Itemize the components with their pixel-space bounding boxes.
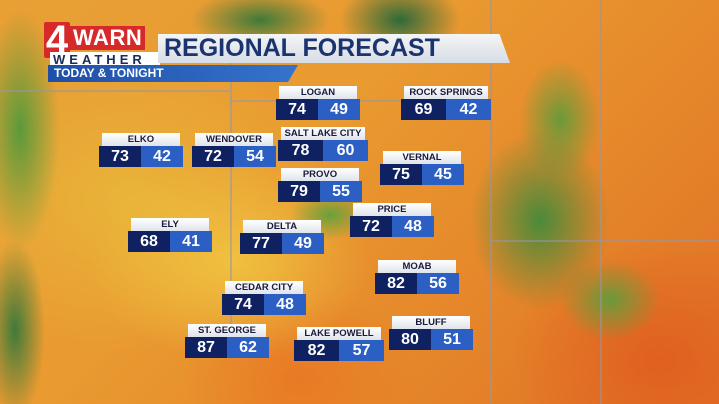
low-temp: 42: [141, 146, 183, 167]
city-name: LOGAN: [279, 86, 357, 99]
state-border: [230, 60, 232, 350]
state-border: [0, 90, 230, 92]
high-temp: 72: [192, 146, 234, 167]
city-forecast-st-george: ST. GEORGE 87 62: [185, 324, 269, 358]
city-forecast-elko: ELKO 73 42: [99, 133, 183, 167]
high-temp: 77: [240, 233, 282, 254]
state-border: [490, 240, 719, 242]
4warn-weather-logo: 4 WARN WEATHER: [44, 18, 160, 67]
low-temp: 45: [422, 164, 464, 185]
logo-number: 4: [44, 18, 70, 62]
city-name: CEDAR CITY: [225, 281, 303, 294]
city-forecast-ely: ELY 68 41: [128, 218, 212, 252]
low-temp: 48: [392, 216, 434, 237]
high-temp: 68: [128, 231, 170, 252]
high-temp: 73: [99, 146, 141, 167]
city-name: SALT LAKE CITY: [281, 127, 365, 140]
city-forecast-cedar-city: CEDAR CITY 74 48: [222, 281, 306, 315]
subtitle-bar: TODAY & TONIGHT: [48, 65, 298, 82]
city-name: ELY: [131, 218, 209, 231]
low-temp: 57: [339, 340, 384, 361]
low-temp: 42: [446, 99, 491, 120]
low-temp: 55: [320, 181, 362, 202]
city-forecast-wendover: WENDOVER 72 54: [192, 133, 276, 167]
page-title: REGIONAL FORECAST: [164, 34, 440, 62]
city-name: MOAB: [378, 260, 456, 273]
low-temp: 56: [417, 273, 459, 294]
low-temp: 49: [318, 99, 360, 120]
high-temp: 79: [278, 181, 320, 202]
low-temp: 48: [264, 294, 306, 315]
logo-warn: WARN: [70, 26, 146, 50]
state-border: [490, 0, 492, 404]
state-border: [600, 0, 602, 404]
city-name: PROVO: [281, 168, 359, 181]
city-forecast-logan: LOGAN 74 49: [276, 86, 360, 120]
city-name: PRICE: [353, 203, 431, 216]
city-name: LAKE POWELL: [297, 327, 381, 340]
city-name: VERNAL: [383, 151, 461, 164]
high-temp: 72: [350, 216, 392, 237]
city-forecast-moab: MOAB 82 56: [375, 260, 459, 294]
title-bar: REGIONAL FORECAST: [158, 34, 510, 63]
low-temp: 41: [170, 231, 212, 252]
city-forecast-provo: PROVO 79 55: [278, 168, 362, 202]
city-name: ROCK SPRINGS: [404, 86, 488, 99]
city-name: ELKO: [102, 133, 180, 146]
high-temp: 78: [278, 140, 323, 161]
subtitle: TODAY & TONIGHT: [54, 66, 164, 80]
city-forecast-vernal: VERNAL 75 45: [380, 151, 464, 185]
low-temp: 62: [227, 337, 269, 358]
high-temp: 87: [185, 337, 227, 358]
city-forecast-rock-springs: ROCK SPRINGS 69 42: [401, 86, 491, 120]
low-temp: 49: [282, 233, 324, 254]
city-name: BLUFF: [392, 316, 470, 329]
high-temp: 69: [401, 99, 446, 120]
city-name: DELTA: [243, 220, 321, 233]
high-temp: 74: [276, 99, 318, 120]
city-forecast-lake-powell: LAKE POWELL 82 57: [294, 327, 384, 361]
high-temp: 80: [389, 329, 431, 350]
city-name: WENDOVER: [195, 133, 273, 146]
high-temp: 82: [375, 273, 417, 294]
city-forecast-price: PRICE 72 48: [350, 203, 434, 237]
city-name: ST. GEORGE: [188, 324, 266, 337]
low-temp: 51: [431, 329, 473, 350]
low-temp: 60: [323, 140, 368, 161]
high-temp: 74: [222, 294, 264, 315]
city-forecast-salt-lake-city: SALT LAKE CITY 78 60: [278, 127, 368, 161]
city-forecast-bluff: BLUFF 80 51: [389, 316, 473, 350]
logo-weather: WEATHER: [50, 52, 160, 67]
state-border: [230, 100, 490, 102]
high-temp: 75: [380, 164, 422, 185]
city-forecast-delta: DELTA 77 49: [240, 220, 324, 254]
high-temp: 82: [294, 340, 339, 361]
low-temp: 54: [234, 146, 276, 167]
